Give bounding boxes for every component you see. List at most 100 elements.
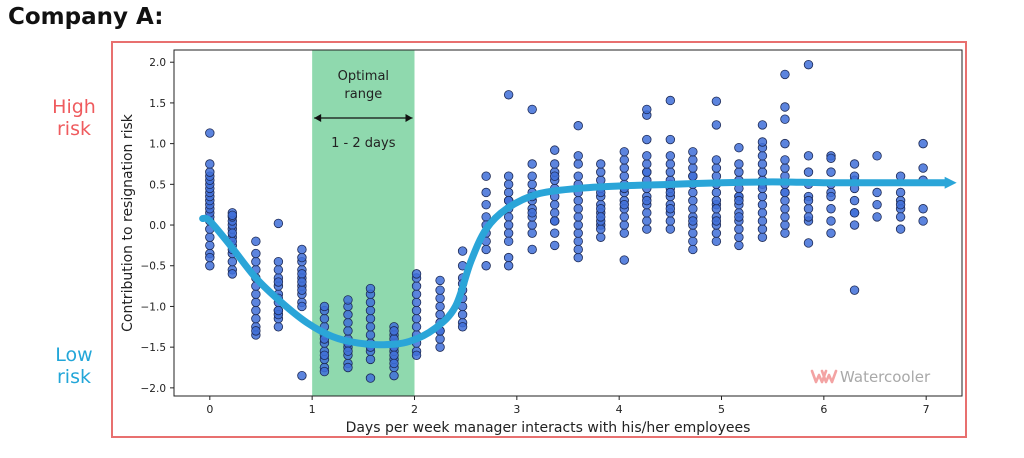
- data-point: [757, 191, 768, 202]
- data-point: [711, 236, 722, 247]
- data-point: [411, 305, 422, 316]
- data-point: [411, 297, 422, 308]
- data-point: [918, 216, 928, 226]
- data-point: [205, 159, 215, 169]
- data-point: [642, 104, 652, 115]
- data-point: [826, 191, 836, 202]
- data-point: [435, 334, 445, 344]
- data-point: [826, 216, 836, 226]
- data-point: [780, 114, 790, 124]
- data-point: [573, 228, 583, 238]
- data-point: [688, 236, 698, 247]
- data-point: [411, 289, 422, 299]
- data-point: [319, 301, 330, 312]
- data-point: [596, 204, 606, 214]
- x-tick-label: 6: [820, 403, 827, 416]
- data-point: [803, 151, 814, 161]
- data-point: [619, 171, 629, 181]
- data-point: [251, 297, 261, 308]
- data-point: [435, 342, 445, 352]
- data-point: [573, 244, 583, 255]
- company-heading: Company A:: [8, 4, 164, 30]
- data-point: [549, 159, 560, 169]
- x-axis-label: Days per week manager interacts with his…: [346, 420, 751, 436]
- data-point: [343, 362, 353, 373]
- data-point: [665, 204, 676, 214]
- data-point: [757, 167, 768, 177]
- data-point: [549, 228, 560, 238]
- data-point: [780, 228, 790, 238]
- data-point: [227, 210, 238, 220]
- data-point: [780, 102, 790, 112]
- data-point: [227, 269, 238, 279]
- data-point: [849, 285, 860, 295]
- data-point: [872, 187, 882, 198]
- data-point: [803, 212, 814, 222]
- x-tick-label: 0: [206, 403, 213, 416]
- data-point: [549, 240, 560, 251]
- data-point: [527, 104, 537, 115]
- points-layer: [205, 59, 928, 383]
- data-point: [481, 244, 491, 255]
- data-point: [665, 187, 676, 198]
- data-point: [895, 171, 906, 181]
- data-point: [734, 212, 744, 222]
- data-point: [642, 224, 652, 234]
- data-point: [365, 330, 376, 340]
- data-point: [826, 153, 836, 163]
- data-point: [205, 128, 215, 138]
- data-point: [503, 171, 514, 181]
- low-risk-label: Low risk: [55, 344, 93, 388]
- data-point: [273, 265, 284, 275]
- data-point: [389, 350, 399, 360]
- data-point: [757, 137, 768, 147]
- data-point: [411, 322, 422, 332]
- data-point: [826, 204, 836, 214]
- trend-line: [199, 178, 951, 349]
- y-tick-label: 1.5: [149, 98, 166, 110]
- y-tick-label: −1.5: [141, 342, 167, 354]
- y-tick-label: 2.0: [149, 57, 166, 69]
- y-tick-label: −0.5: [141, 261, 167, 273]
- data-point: [343, 318, 353, 328]
- data-point: [273, 256, 284, 267]
- data-point: [918, 204, 928, 214]
- data-point: [665, 216, 676, 226]
- data-point: [642, 167, 652, 177]
- data-point: [481, 261, 491, 271]
- data-point: [734, 195, 744, 206]
- data-point: [527, 220, 537, 230]
- data-point: [573, 159, 583, 169]
- data-point: [711, 216, 722, 226]
- data-point: [711, 228, 722, 238]
- data-point: [573, 220, 583, 230]
- data-point: [619, 228, 629, 238]
- optimal-range-title-line2: range: [344, 87, 382, 102]
- watermark-text: Watercooler: [840, 368, 931, 386]
- data-point: [849, 208, 860, 218]
- data-point: [872, 151, 882, 161]
- data-point: [457, 309, 468, 320]
- data-point: [573, 204, 583, 214]
- data-point: [251, 256, 261, 267]
- data-point: [481, 187, 491, 198]
- data-point: [619, 199, 629, 210]
- arrow-head-left: [314, 114, 322, 122]
- data-point: [711, 204, 722, 214]
- data-point: [596, 159, 606, 169]
- y-tick-label: −2.0: [141, 383, 167, 395]
- data-point: [549, 145, 560, 155]
- data-point: [642, 134, 652, 145]
- data-point: [389, 326, 399, 336]
- data-point: [757, 216, 768, 226]
- x-tick-label: 2: [411, 403, 418, 416]
- data-point: [503, 187, 514, 198]
- data-point: [273, 305, 284, 316]
- y-tick-label: 0.5: [149, 179, 166, 191]
- data-point: [711, 120, 722, 130]
- data-point: [251, 248, 261, 259]
- data-point: [527, 171, 537, 181]
- axes-layer: 0 1 2 3 4 5 6 7 −2.0 −1.5 −1.0 −0.5 0.0 0.5 1.0 1.5 2.0: [141, 49, 963, 416]
- data-point: [665, 95, 676, 106]
- data-point: [319, 313, 330, 324]
